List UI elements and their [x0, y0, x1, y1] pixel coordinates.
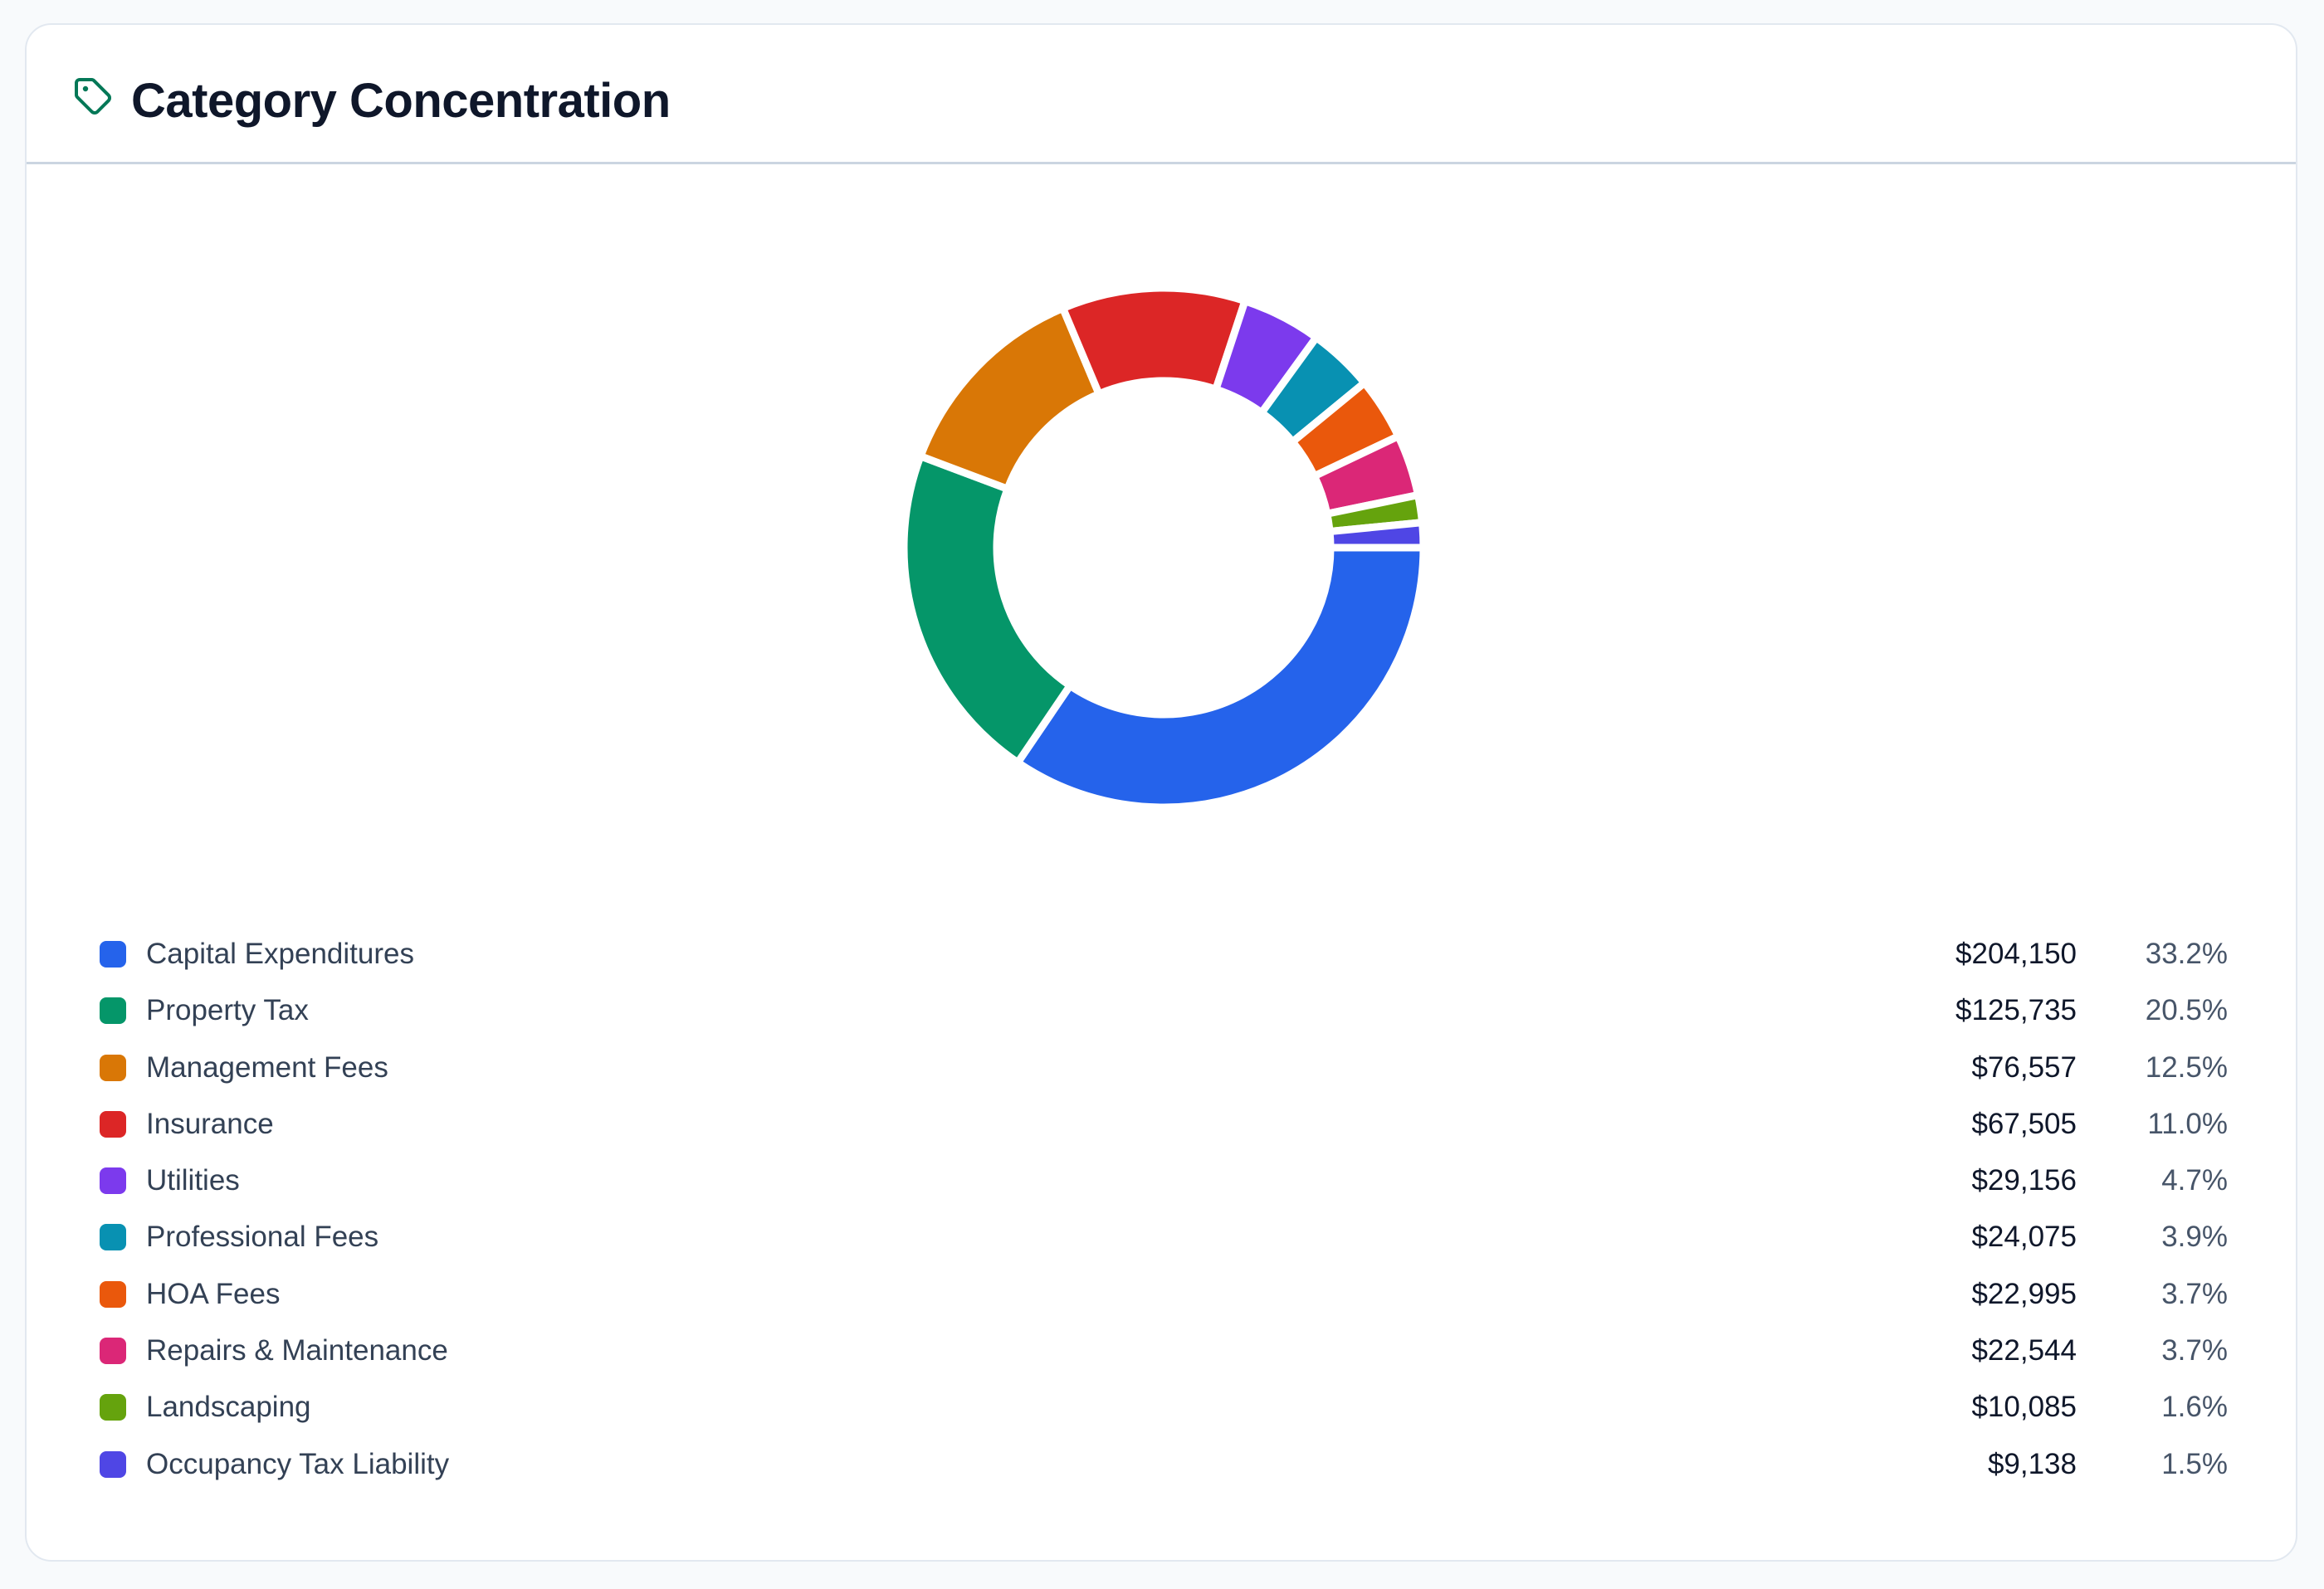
donut-slice-capital-expenditures[interactable] [1013, 543, 1428, 812]
tag-icon [75, 78, 111, 115]
legend-swatch [100, 1280, 126, 1308]
donut-slice-occupancy-tax-liability[interactable] [1326, 518, 1428, 552]
chart-legend: Capital Expenditures $204,150 33.2% Propert… [73, 926, 2268, 1493]
legend-label: Repairs & Maintenance [146, 1334, 448, 1367]
legend-item[interactable]: HOA Fees $22,995 3.7% [73, 1266, 2268, 1323]
legend-swatch [100, 1224, 126, 1251]
legend-value: $76,557 [1971, 1050, 2077, 1084]
legend-swatch [100, 1110, 126, 1138]
legend-percent: 1.5% [2161, 1447, 2228, 1480]
legend-label: Occupancy Tax Liability [146, 1447, 450, 1480]
donut-slice-property-tax[interactable] [900, 451, 1076, 768]
legend-label: Property Tax [146, 994, 309, 1027]
legend-label: Insurance [146, 1107, 274, 1140]
legend-label: Capital Expenditures [146, 938, 414, 970]
legend-value: $9,138 [1987, 1447, 2077, 1480]
donut-chart [898, 282, 1429, 813]
legend-swatch [100, 1450, 126, 1478]
legend-value: $29,156 [1971, 1164, 2077, 1197]
legend-value: $22,544 [1971, 1334, 2077, 1367]
legend-percent: 33.2% [2145, 938, 2228, 970]
legend-value: $10,085 [1971, 1391, 2077, 1424]
legend-value: $22,995 [1971, 1277, 2077, 1310]
legend-label: Professional Fees [146, 1221, 379, 1254]
legend-swatch [100, 1167, 126, 1195]
legend-label: HOA Fees [146, 1277, 281, 1310]
legend-label: Utilities [146, 1164, 240, 1197]
legend-item[interactable]: Capital Expenditures $204,150 33.2% [73, 926, 2268, 982]
legend-percent: 3.7% [2161, 1334, 2228, 1367]
legend-item[interactable]: Occupancy Tax Liability $9,138 1.5% [73, 1436, 2268, 1493]
legend-percent: 3.7% [2161, 1277, 2228, 1310]
legend-item[interactable]: Insurance $67,505 11.0% [73, 1096, 2268, 1153]
legend-value: $204,150 [1955, 938, 2077, 970]
card-title: Category Concentration [131, 74, 671, 128]
legend-item[interactable]: Repairs & Maintenance $22,544 3.7% [73, 1323, 2268, 1379]
legend-item[interactable]: Management Fees $76,557 12.5% [73, 1040, 2268, 1096]
card-header: Category Concentration [27, 25, 2296, 164]
legend-item[interactable]: Professional Fees $24,075 3.9% [73, 1209, 2268, 1265]
legend-percent: 12.5% [2145, 1050, 2228, 1084]
legend-item[interactable]: Utilities $29,156 4.7% [73, 1153, 2268, 1209]
legend-item[interactable]: Property Tax $125,735 20.5% [73, 982, 2268, 1039]
legend-swatch [100, 1338, 126, 1365]
legend-label: Landscaping [146, 1391, 311, 1424]
legend-percent: 20.5% [2145, 994, 2228, 1027]
category-concentration-card: Category Concentration Capital Expenditu… [25, 23, 2297, 1562]
legend-percent: 4.7% [2161, 1164, 2228, 1197]
legend-swatch [100, 941, 126, 968]
legend-percent: 11.0% [2147, 1107, 2228, 1140]
legend-swatch [100, 1394, 126, 1421]
legend-swatch [100, 997, 126, 1025]
legend-value: $24,075 [1971, 1221, 2077, 1254]
legend-percent: 3.9% [2161, 1221, 2228, 1254]
donut-chart-svg [900, 284, 1428, 812]
legend-value: $125,735 [1955, 994, 2077, 1027]
legend-label: Management Fees [146, 1050, 388, 1084]
legend-item[interactable]: Landscaping $10,085 1.6% [73, 1379, 2268, 1435]
legend-swatch [100, 1054, 126, 1081]
legend-value: $67,505 [1971, 1107, 2077, 1140]
legend-percent: 1.6% [2161, 1391, 2228, 1424]
